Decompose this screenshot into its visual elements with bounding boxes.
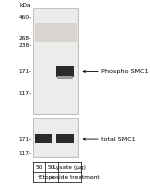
Bar bbox=[34, 134, 52, 143]
Bar bbox=[33, 118, 78, 157]
Text: 117-: 117- bbox=[18, 91, 32, 96]
Text: -: - bbox=[38, 175, 40, 180]
Text: total SMC1: total SMC1 bbox=[101, 137, 136, 142]
Bar bbox=[34, 23, 76, 42]
Text: 171-: 171- bbox=[18, 69, 32, 74]
Text: Lysate (µg): Lysate (µg) bbox=[53, 165, 86, 169]
Bar bbox=[57, 76, 73, 79]
Text: Etoposide treatment: Etoposide treatment bbox=[39, 175, 100, 180]
Bar bbox=[33, 8, 78, 114]
Text: 460-: 460- bbox=[18, 15, 32, 20]
Text: 171-: 171- bbox=[18, 137, 32, 142]
Bar bbox=[56, 134, 74, 143]
Text: 50: 50 bbox=[35, 165, 43, 169]
Text: +: + bbox=[49, 175, 54, 180]
Text: kDa: kDa bbox=[20, 3, 32, 8]
Text: 238-: 238- bbox=[18, 43, 32, 48]
Bar bbox=[34, 119, 77, 156]
Text: Phospho SMC1 (S957): Phospho SMC1 (S957) bbox=[101, 69, 150, 74]
Text: 50: 50 bbox=[48, 165, 55, 169]
Bar bbox=[56, 66, 74, 77]
Text: 117-: 117- bbox=[18, 151, 32, 156]
Text: 268-: 268- bbox=[18, 36, 32, 40]
Bar bbox=[34, 9, 77, 113]
